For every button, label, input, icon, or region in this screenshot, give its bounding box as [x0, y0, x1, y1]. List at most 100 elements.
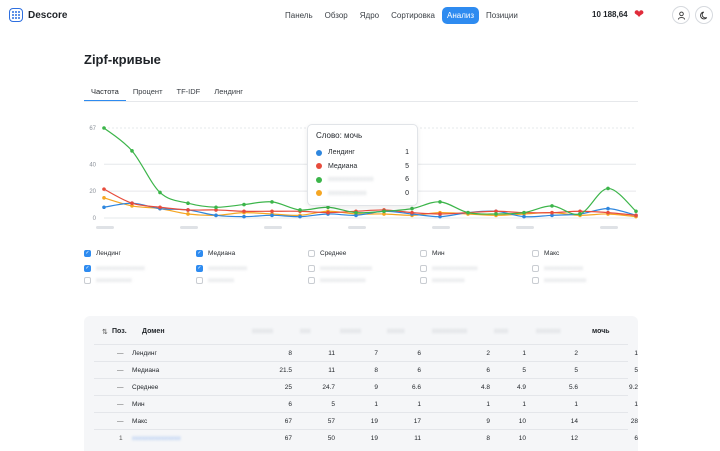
- toggle-median[interactable]: ✓ Медиана: [196, 250, 235, 257]
- checkbox-icon[interactable]: [532, 250, 539, 257]
- data-point[interactable]: [606, 206, 610, 211]
- data-point[interactable]: [130, 204, 134, 208]
- data-point[interactable]: [270, 200, 274, 204]
- data-point[interactable]: [242, 209, 246, 214]
- data-point[interactable]: [102, 126, 106, 130]
- toggle-max[interactable]: Макс: [532, 250, 559, 257]
- toggle-domain[interactable]: xxxxxxxx: [196, 277, 234, 284]
- data-point[interactable]: [242, 202, 246, 207]
- tab-frequency[interactable]: Частота: [84, 84, 126, 101]
- data-point[interactable]: [186, 212, 190, 216]
- checkbox-checked-icon[interactable]: ✓: [84, 250, 91, 257]
- table-row[interactable]: — Медиана 21.5 11 8 6 6 5 5 5: [94, 361, 638, 378]
- brand[interactable]: Descore: [9, 8, 67, 22]
- data-point[interactable]: [606, 186, 610, 191]
- checkbox-icon[interactable]: [308, 250, 315, 257]
- data-point[interactable]: [438, 200, 442, 204]
- checkbox-checked-icon[interactable]: ✓: [196, 250, 203, 257]
- tab-landing[interactable]: Лендинг: [214, 87, 243, 96]
- checkbox-icon[interactable]: [420, 277, 427, 284]
- toggle-domain[interactable]: xxxxxxxxxxx: [84, 277, 132, 284]
- data-point[interactable]: [522, 214, 526, 219]
- data-point[interactable]: [494, 212, 498, 216]
- toggle-domain[interactable]: xxxxxxxxxxxxxx: [308, 277, 366, 284]
- checkbox-checked-icon[interactable]: ✓: [84, 265, 91, 272]
- checkbox-icon[interactable]: [532, 277, 539, 284]
- toggle-domain[interactable]: xxxxxxxxxxxx: [532, 265, 583, 272]
- th-domain[interactable]: Домен: [142, 328, 165, 335]
- th-word-redacted[interactable]: xxxxx: [387, 328, 405, 335]
- th-word-redacted[interactable]: xxxxxxx: [536, 328, 561, 335]
- data-point[interactable]: [410, 206, 414, 211]
- data-point[interactable]: [270, 209, 274, 214]
- data-point[interactable]: [634, 213, 638, 218]
- toggle-domain[interactable]: ✓ xxxxxxxxxxxxxxx: [84, 265, 145, 272]
- data-point[interactable]: [550, 210, 554, 215]
- data-point[interactable]: [326, 210, 330, 215]
- checkbox-icon[interactable]: [308, 277, 315, 284]
- data-point[interactable]: [438, 212, 442, 216]
- data-point[interactable]: [354, 210, 358, 215]
- toggle-domain[interactable]: xxxxxxxxxxxxxxxx: [308, 265, 372, 272]
- data-point[interactable]: [242, 214, 246, 219]
- data-point[interactable]: [298, 208, 302, 212]
- checkbox-icon[interactable]: [196, 277, 203, 284]
- th-word-redacted[interactable]: xxxxxx: [340, 328, 361, 335]
- data-point[interactable]: [102, 205, 106, 210]
- data-point[interactable]: [382, 212, 386, 216]
- data-point[interactable]: [410, 210, 414, 215]
- series-line-1[interactable]: [103, 188, 637, 216]
- th-position[interactable]: Поз.: [112, 328, 127, 335]
- user-icon[interactable]: [672, 6, 690, 24]
- data-point[interactable]: [186, 201, 190, 206]
- checkbox-checked-icon[interactable]: ✓: [196, 265, 203, 272]
- nav-item-overview[interactable]: Обзор: [324, 11, 348, 20]
- tab-tfidf[interactable]: TF-IDF: [176, 87, 201, 96]
- data-point[interactable]: [130, 201, 134, 206]
- th-word-redacted[interactable]: xxxx: [494, 328, 508, 335]
- checkbox-icon[interactable]: [308, 265, 315, 272]
- data-point[interactable]: [326, 205, 330, 210]
- th-word-redacted[interactable]: xxxxxxxxxx: [432, 328, 467, 335]
- data-point[interactable]: [438, 214, 442, 219]
- data-point[interactable]: [550, 213, 554, 218]
- data-point[interactable]: [522, 210, 526, 215]
- sort-icon[interactable]: ⇅: [102, 329, 108, 336]
- th-word-moch[interactable]: мочь: [592, 328, 610, 335]
- data-point[interactable]: [214, 213, 218, 218]
- toggle-domain[interactable]: ✓ xxxxxxxxxxxx: [196, 265, 247, 272]
- data-point[interactable]: [354, 213, 358, 218]
- th-word-redacted[interactable]: xxxxxx: [252, 328, 273, 335]
- th-word-redacted[interactable]: xxx: [300, 328, 311, 335]
- checkbox-icon[interactable]: [84, 277, 91, 284]
- nav-item-panel[interactable]: Панель: [285, 11, 313, 20]
- data-point[interactable]: [550, 204, 554, 208]
- checkbox-icon[interactable]: [532, 265, 539, 272]
- data-point[interactable]: [214, 205, 218, 210]
- data-point[interactable]: [578, 212, 582, 216]
- nav-item-analysis[interactable]: Анализ: [442, 7, 480, 24]
- data-point[interactable]: [578, 209, 582, 214]
- data-point[interactable]: [634, 209, 638, 214]
- checkbox-icon[interactable]: [420, 265, 427, 272]
- nav-item-core[interactable]: Ядро: [359, 11, 380, 20]
- toggle-domain[interactable]: xxxxxxxxxxxxx: [532, 277, 586, 284]
- heart-icon[interactable]: ❤: [634, 7, 645, 21]
- data-point[interactable]: [270, 213, 274, 218]
- data-point[interactable]: [102, 196, 106, 200]
- data-point[interactable]: [158, 190, 162, 195]
- data-point[interactable]: [466, 210, 470, 215]
- data-point[interactable]: [186, 208, 190, 212]
- data-point[interactable]: [158, 205, 162, 210]
- toggle-min[interactable]: Мин: [420, 250, 445, 257]
- table-row[interactable]: 1 xxxxxxxxxxxxxxx 67 50 19 11 8 10 12 6: [94, 429, 638, 446]
- table-row[interactable]: — Среднее 25 24.7 9 6.6 4.8 4.9 5.6 9.2: [94, 378, 638, 395]
- series-line-2[interactable]: [103, 127, 637, 216]
- tab-percent[interactable]: Процент: [132, 87, 163, 96]
- table-row[interactable]: — Лендинг 8 11 7 6 2 1 2 1: [94, 344, 638, 361]
- nav-item-positions[interactable]: Позиции: [486, 11, 518, 20]
- toggle-landing[interactable]: ✓ Лендинг: [84, 250, 121, 257]
- data-point[interactable]: [494, 209, 498, 214]
- toggle-domain[interactable]: xxxxxxxxxxxxxx: [420, 265, 478, 272]
- moon-icon[interactable]: [695, 6, 713, 24]
